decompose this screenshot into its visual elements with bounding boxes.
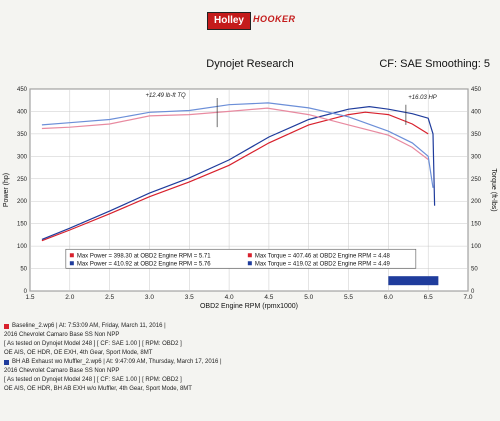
x-axis-label: OBD2 Engine RPM (rpmx1000) (200, 303, 298, 310)
run-1-vehicle: 2016 Chevrolet Camaro Base SS Non NPP (4, 332, 120, 338)
y-tick-label-right: 100 (471, 244, 482, 250)
legend-swatch (69, 261, 74, 266)
brand-logos: Holley HOOKER (0, 6, 500, 52)
y-tick-label-right: 350 (471, 132, 482, 138)
series-line-power_base (41, 111, 429, 242)
y-tick-label-left: 300 (17, 154, 28, 160)
x-tick-label: 6.0 (384, 294, 393, 301)
x-tick-labels: 1.5 2.0 2.5 3.0 3.5 4.0 4.5 5.0 5.5 6.0 6.5 7.0 (25, 294, 472, 301)
run-1-notes: OE AIS, OE HDR, OE EXH, 4th Gear, Sport … (4, 350, 153, 356)
x-tick-label: 1.5 (25, 294, 34, 301)
y-tick-label-left: 350 (17, 132, 28, 138)
y-tick-label-right: 400 (471, 109, 482, 115)
y-tick-label-left: 250 (17, 177, 28, 183)
y-axis-label-right: Torque (ft-lbs) (490, 168, 497, 211)
dyno-chart: 1.5 2.0 2.5 3.0 3.5 4.0 4.5 5.0 5.5 6.0 6.5 7.0 0 0 5… (3, 87, 497, 310)
run-1-swatch (4, 324, 9, 329)
chart-title: Dynojet Research (206, 58, 294, 70)
dynojet-mark (388, 276, 439, 286)
run-2-vehicle: 2016 Chevrolet Camaro Base SS Non NPP (4, 368, 120, 374)
legend-swatch (247, 253, 252, 258)
hp-gain-annotation: +16.03 HP (408, 95, 437, 101)
y-tick-label-right: 450 (471, 87, 482, 93)
series-line-torque_mod (41, 102, 434, 188)
legend-entry: Max Power = 410.92 at OBD2 Engine RPM = … (77, 261, 211, 267)
y-tick-label-left: 50 (20, 267, 27, 273)
y-tick-label-right: 250 (471, 177, 482, 183)
holley-logo: Holley (207, 12, 251, 30)
legend-box: Max Power = 398.30 at OBD2 Engine RPM = … (65, 248, 417, 269)
y-tick-labels: 0 0 50 50 100 100 150 150 200 200 250 250 300 300 350 3… (17, 87, 482, 295)
x-tick-label: 7.0 (463, 294, 472, 301)
legend-entry: Max Power = 398.30 at OBD2 Engine RPM = … (77, 253, 211, 259)
y-tick-label-left: 100 (17, 244, 28, 250)
x-tick-label: 2.5 (105, 294, 114, 301)
hooker-logo: HOOKER (253, 14, 296, 24)
run-2-test: [ As tested on Dynojet Model 248 ] [ CF:… (4, 377, 182, 383)
run-1-test: [ As tested on Dynojet Model 248 ] [ CF:… (4, 341, 182, 347)
y-tick-label-left: 150 (17, 222, 28, 228)
series-line-power_mod (41, 105, 436, 240)
data-series (41, 97, 439, 286)
x-tick-label: 5.0 (304, 294, 313, 301)
x-tick-label: 3.0 (145, 294, 154, 301)
y-tick-label-right: 50 (471, 267, 478, 273)
x-tick-label: 2.0 (65, 294, 74, 301)
series-line-torque_base (41, 107, 429, 160)
y-tick-label-left: 0 (24, 289, 28, 295)
smoothing-label: CF: SAE Smoothing: 5 (379, 58, 490, 70)
y-axis-label-left: Power (hp) (3, 173, 10, 207)
legend-entry: Max Torque = 407.46 at OBD2 Engine RPM =… (255, 253, 391, 259)
y-tick-label-left: 200 (17, 199, 28, 205)
legend-swatch (69, 253, 74, 258)
x-tick-label: 6.5 (424, 294, 433, 301)
run-info-list: Baseline_2.wp6 | At: 7:53:09 AM, Friday,… (4, 322, 496, 394)
legend-entry: Max Torque = 419.02 at OBD2 Engine RPM =… (255, 261, 391, 267)
y-tick-label-right: 150 (471, 222, 482, 228)
legend-swatch (247, 261, 252, 266)
x-tick-label: 3.5 (185, 294, 194, 301)
torque-gain-annotation: +12.49 lb-ft TQ (145, 93, 186, 99)
x-tick-label: 5.5 (344, 294, 353, 301)
x-tick-label: 4.0 (225, 294, 234, 301)
x-tick-label: 4.5 (264, 294, 273, 301)
run-2-notes: OE AIS, OE HDR, BH AB EXH w/o Muffler, 4… (4, 386, 192, 392)
y-tick-label-right: 300 (471, 154, 482, 160)
run-1-file: Baseline_2.wp6 | At: 7:53:09 AM, Friday,… (4, 322, 496, 331)
run-2-file: BH AB Exhaust wo Muffler_2.wp6 | At: 9:4… (4, 358, 496, 367)
y-tick-label-right: 200 (471, 199, 482, 205)
legend-frame (65, 248, 417, 269)
y-tick-label-left: 400 (17, 109, 28, 115)
y-tick-label-left: 450 (17, 87, 28, 93)
run-2-swatch (4, 360, 9, 365)
y-tick-label-right: 0 (471, 289, 475, 295)
